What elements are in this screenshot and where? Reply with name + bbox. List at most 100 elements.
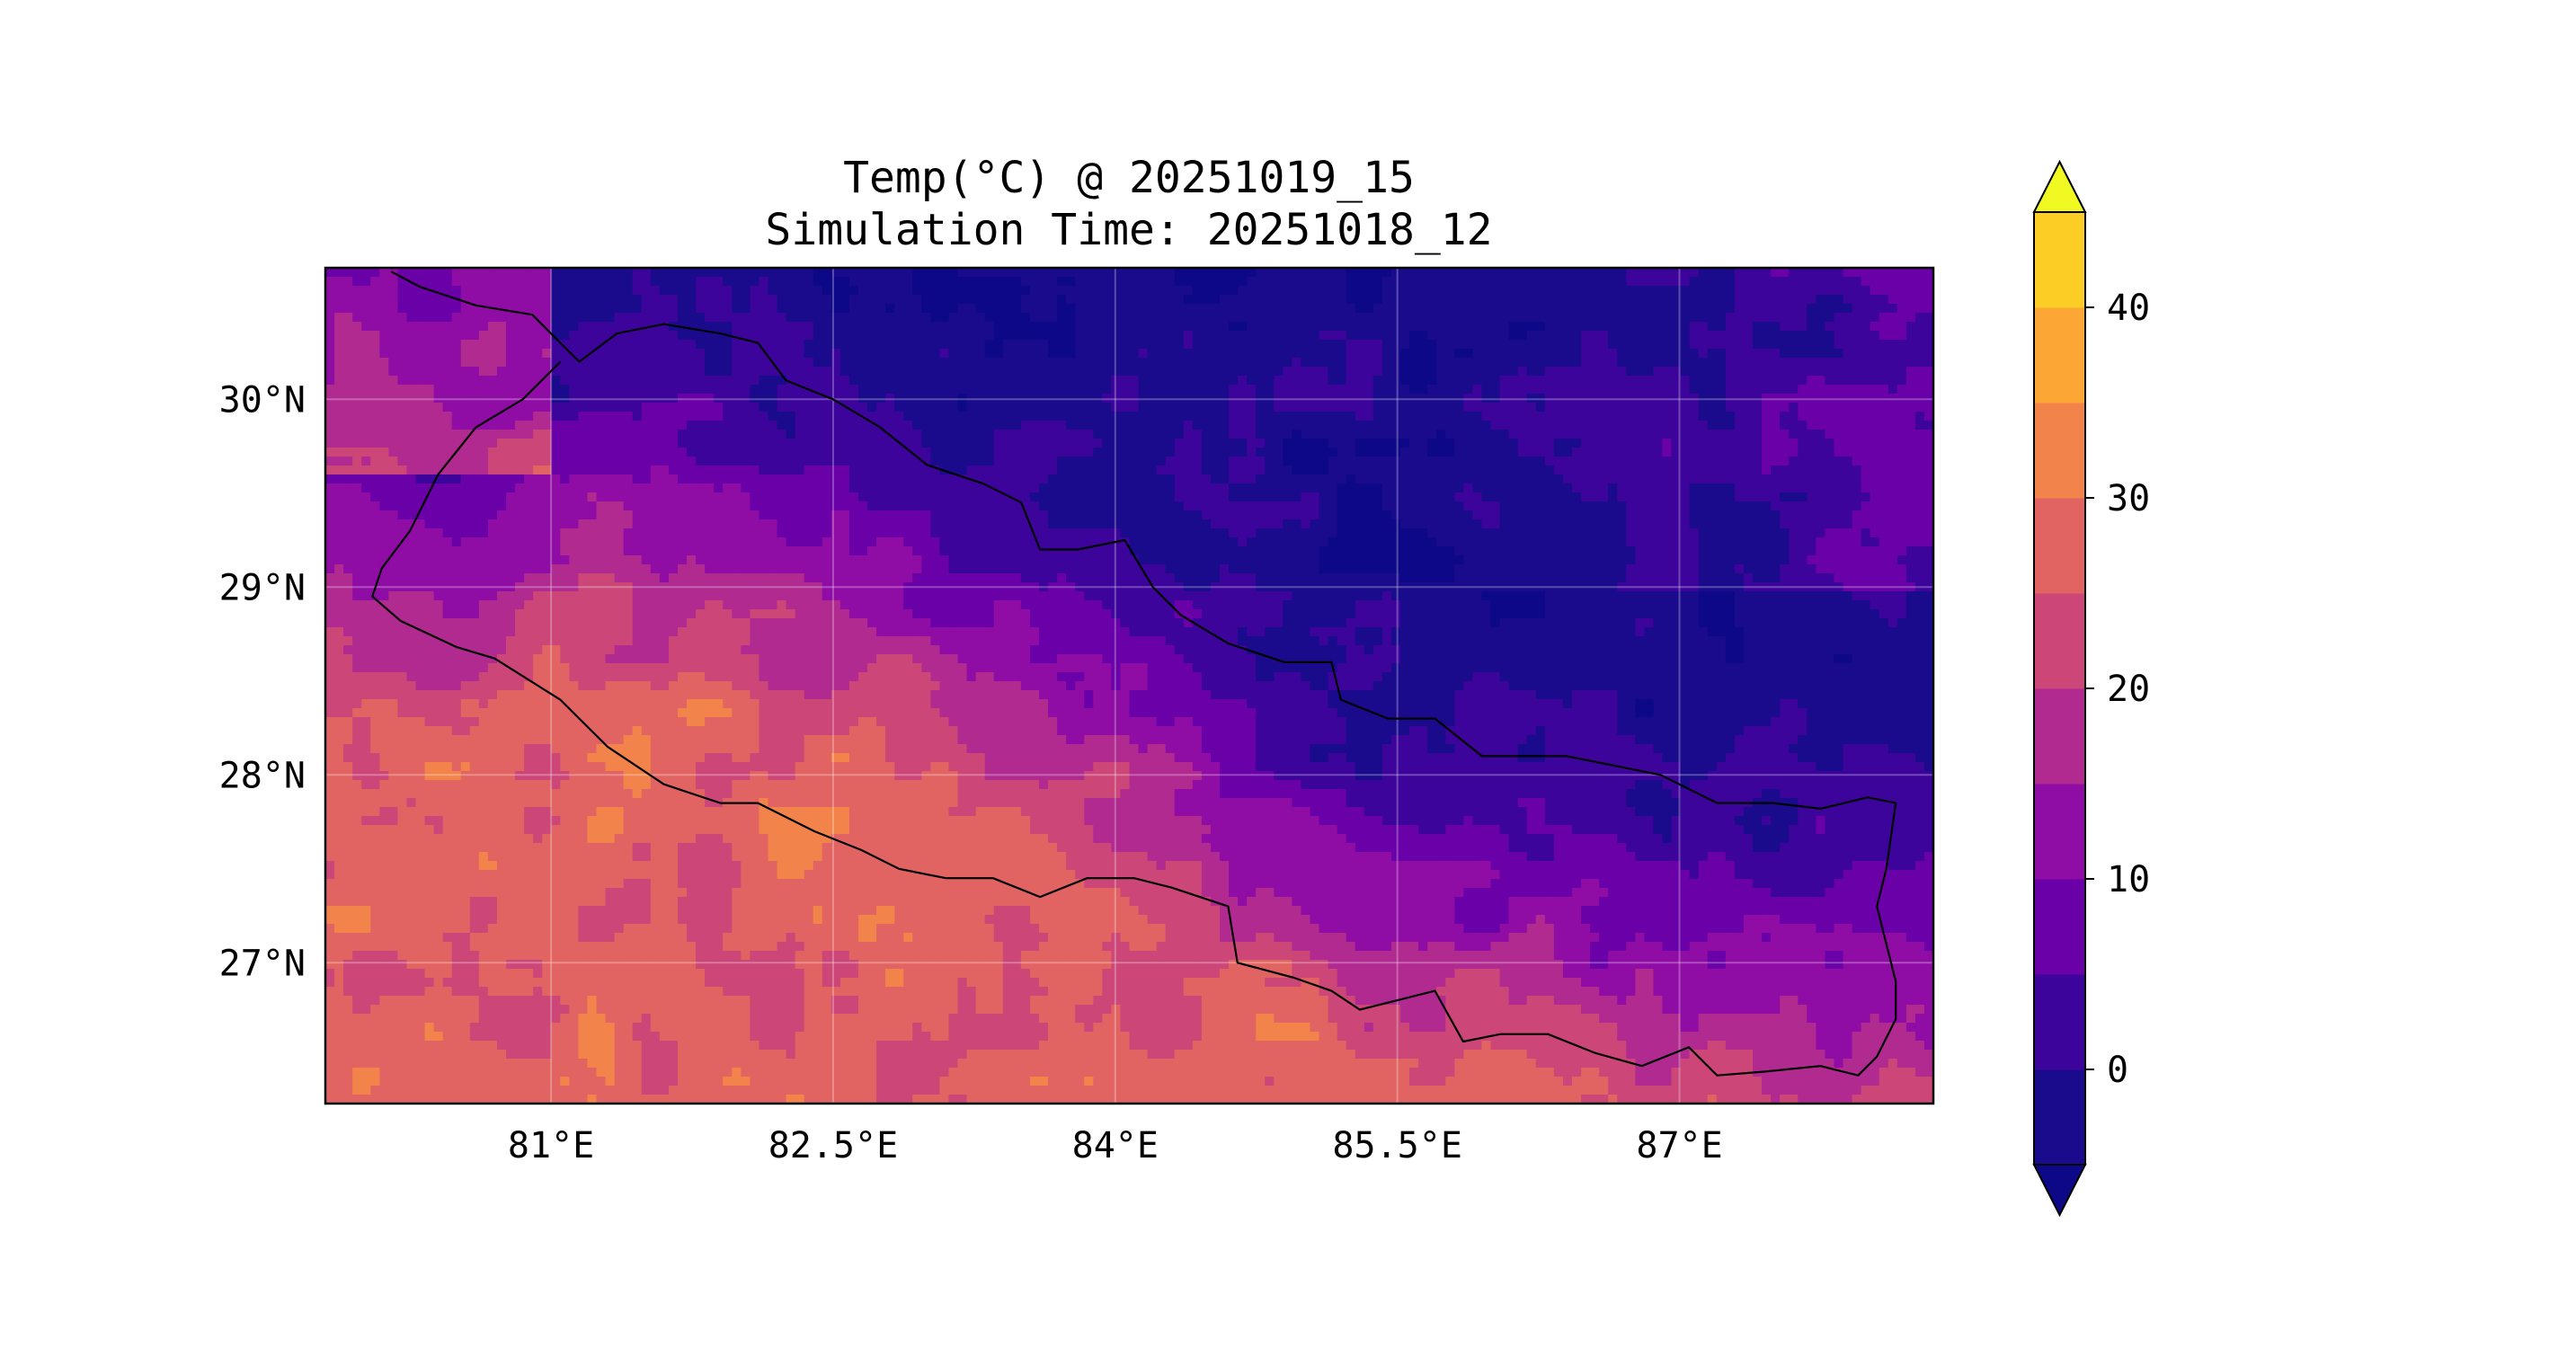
field-cell bbox=[696, 322, 706, 332]
field-cell bbox=[578, 376, 589, 386]
field-cell bbox=[524, 268, 534, 278]
field-cell bbox=[1183, 466, 1194, 475]
field-cell bbox=[1229, 439, 1239, 448]
field-cell bbox=[1418, 277, 1428, 287]
field-cell bbox=[1247, 403, 1257, 412]
field-cell bbox=[1689, 304, 1700, 314]
field-cell bbox=[723, 510, 733, 520]
field-cell bbox=[804, 412, 814, 421]
field-cell bbox=[1192, 295, 1203, 305]
field-cell bbox=[1553, 448, 1564, 457]
field-cell bbox=[388, 313, 398, 323]
field-cell bbox=[1590, 358, 1600, 368]
field-cell bbox=[984, 421, 995, 430]
field-cell bbox=[605, 510, 616, 520]
field-cell bbox=[496, 501, 507, 511]
field-cell bbox=[1283, 510, 1293, 520]
field-cell bbox=[1292, 367, 1302, 377]
field-cell bbox=[1138, 286, 1149, 296]
field-cell bbox=[1029, 385, 1040, 395]
field-cell bbox=[524, 394, 534, 404]
field-cell bbox=[1292, 331, 1302, 341]
field-cell bbox=[723, 385, 733, 395]
field-cell bbox=[1780, 466, 1790, 475]
field-cell bbox=[1905, 448, 1916, 457]
field-cell bbox=[632, 385, 643, 395]
field-cell bbox=[1463, 483, 1474, 493]
field-cell bbox=[804, 295, 814, 305]
field-cell bbox=[578, 322, 589, 332]
field-cell bbox=[1418, 457, 1428, 466]
field-cell bbox=[1662, 421, 1673, 430]
field-cell bbox=[1011, 304, 1022, 314]
field-cell bbox=[1355, 457, 1365, 466]
field-cell bbox=[1292, 474, 1302, 484]
field-cell bbox=[1671, 358, 1682, 368]
field-cell bbox=[460, 304, 471, 314]
field-cell bbox=[1481, 421, 1492, 430]
field-cell bbox=[1581, 295, 1591, 305]
field-cell bbox=[1147, 510, 1158, 520]
field-cell bbox=[1617, 277, 1627, 287]
field-cell bbox=[424, 277, 435, 287]
field-cell bbox=[1825, 448, 1835, 457]
field-cell bbox=[379, 448, 389, 457]
field-cell bbox=[1888, 510, 1898, 520]
field-cell bbox=[551, 349, 561, 359]
field-cell bbox=[1517, 304, 1528, 314]
field-cell bbox=[1265, 439, 1275, 448]
field-cell bbox=[496, 457, 507, 466]
field-cell bbox=[1192, 331, 1203, 341]
field-cell bbox=[975, 448, 986, 457]
field-cell bbox=[1183, 439, 1194, 448]
field-cell bbox=[1372, 448, 1383, 457]
field-cell bbox=[1138, 367, 1149, 377]
field-cell bbox=[1409, 403, 1419, 412]
field-cell bbox=[506, 510, 516, 520]
field-cell bbox=[1084, 403, 1094, 412]
field-cell bbox=[1292, 322, 1302, 332]
field-cell bbox=[1048, 367, 1058, 377]
field-cell bbox=[1247, 474, 1257, 484]
field-cell bbox=[397, 268, 408, 278]
field-cell bbox=[1220, 483, 1230, 493]
field-cell bbox=[1029, 367, 1040, 377]
field-cell bbox=[1896, 304, 1907, 314]
field-cell bbox=[1454, 412, 1464, 421]
field-cell bbox=[1029, 322, 1040, 332]
field-cell bbox=[687, 313, 697, 323]
field-cell bbox=[659, 457, 670, 466]
field-cell bbox=[1210, 510, 1221, 520]
field-cell bbox=[1390, 376, 1401, 386]
field-cell bbox=[848, 394, 859, 404]
field-cell bbox=[460, 322, 471, 332]
field-cell bbox=[1102, 295, 1112, 305]
field-cell bbox=[1798, 268, 1808, 278]
field-cell bbox=[813, 367, 823, 377]
field-cell bbox=[442, 358, 453, 368]
field-cell bbox=[876, 331, 886, 341]
field-cell bbox=[966, 358, 977, 368]
field-cell bbox=[1914, 430, 1925, 439]
field-cell bbox=[1075, 439, 1085, 448]
field-cell bbox=[614, 385, 625, 395]
field-cell bbox=[1120, 376, 1131, 386]
field-cell bbox=[1816, 394, 1825, 404]
field-cell bbox=[1427, 457, 1437, 466]
field-cell bbox=[1292, 340, 1302, 350]
field-cell bbox=[993, 358, 1004, 368]
field-cell bbox=[632, 439, 643, 448]
field-cell bbox=[759, 501, 769, 511]
field-cell bbox=[560, 385, 570, 395]
field-cell bbox=[388, 466, 398, 475]
field-cell bbox=[1138, 492, 1149, 502]
field-cell bbox=[1229, 295, 1239, 305]
field-cell bbox=[1120, 286, 1131, 296]
field-cell bbox=[1445, 501, 1455, 511]
field-cell bbox=[506, 286, 516, 296]
field-cell bbox=[1274, 474, 1284, 484]
field-cell bbox=[930, 349, 941, 359]
field-cell bbox=[912, 277, 922, 287]
field-cell bbox=[1409, 367, 1419, 377]
field-cell bbox=[1319, 331, 1329, 341]
